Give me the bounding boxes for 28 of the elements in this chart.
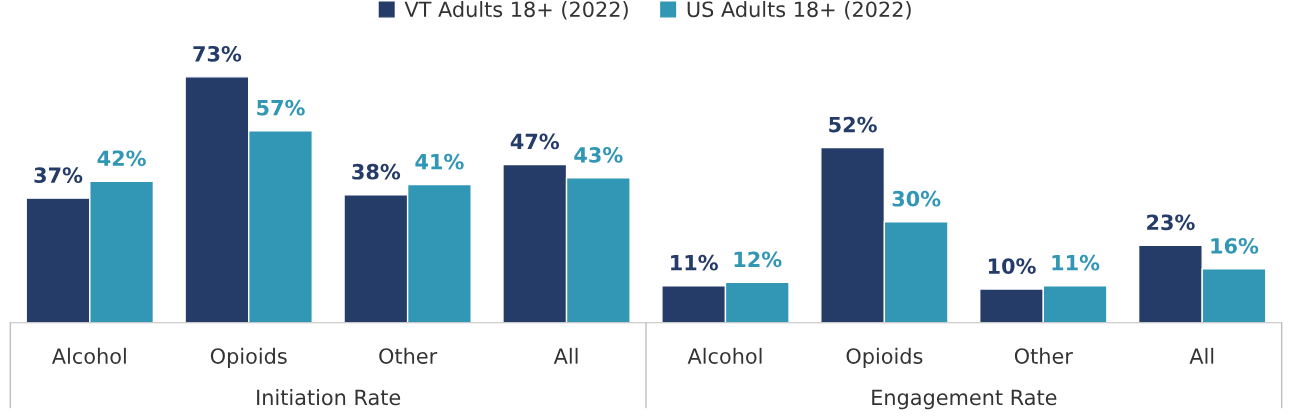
data-label: 16% <box>1211 238 1259 254</box>
x-tick-label: All <box>1189 347 1214 364</box>
data-label: 11% <box>1052 254 1100 271</box>
text: Engagement Rate <box>872 389 1057 410</box>
data-label: 37% <box>34 167 83 183</box>
x-tick-label: All <box>553 347 578 364</box>
x-tick-label: Opioids <box>210 347 287 368</box>
x-tick-label: Other <box>379 347 438 364</box>
x-tick-label: Other <box>1014 347 1073 364</box>
legend-label: US Adults 18+ (2022) <box>687 1 911 20</box>
data-label: 12% <box>734 251 782 268</box>
data-label: 10% <box>988 258 1036 274</box>
data-label: 11% <box>671 254 718 271</box>
data-label: 38% <box>352 163 401 180</box>
data-label: 57% <box>257 99 305 116</box>
data-label: 23% <box>1147 214 1195 231</box>
text: Initiation Rate <box>257 389 401 406</box>
x-tick-label: Opioids <box>846 347 923 368</box>
data-label: 42% <box>97 150 146 167</box>
x-tick-label: Alcohol <box>687 347 762 364</box>
x-tick-label: Alcohol <box>51 347 126 364</box>
data-label: 73% <box>193 45 242 62</box>
data-label: 43% <box>574 147 623 163</box>
data-label: 30% <box>892 190 941 207</box>
data-label: 52% <box>829 116 877 133</box>
data-label: 47% <box>510 133 560 150</box>
data-label: 41% <box>415 153 464 170</box>
legend-label: VT Adults 18+ (2022) <box>404 1 628 20</box>
